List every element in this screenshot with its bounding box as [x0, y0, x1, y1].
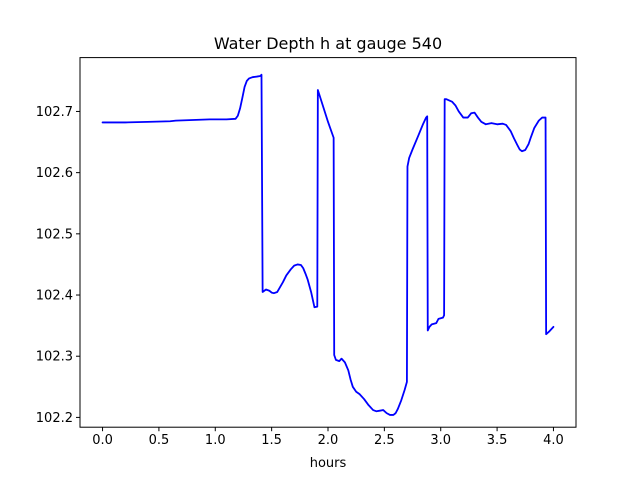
- x-tick-label: 3.5: [487, 433, 508, 448]
- x-tick-label: 0.5: [149, 433, 170, 448]
- y-tick-label: 102.5: [36, 227, 73, 242]
- plot-area-frame: [79, 57, 577, 428]
- y-tick-label: 102.7: [36, 105, 73, 120]
- y-axis-ticks: 102.2 102.3 102.4 102.5 102.6 102.7: [36, 105, 80, 426]
- x-tick-label: 0.0: [92, 433, 113, 448]
- x-tick-label: 2.5: [374, 433, 395, 448]
- x-tick-label: 1.5: [261, 433, 282, 448]
- y-tick-label: 102.3: [36, 350, 73, 365]
- x-tick-label: 3.0: [430, 433, 451, 448]
- y-tick-label: 102.2: [36, 411, 73, 426]
- series-line-water-depth: [101, 73, 555, 416]
- chart-title: Water Depth h at gauge 540: [214, 34, 442, 53]
- x-tick-label: 4.0: [543, 433, 564, 448]
- x-axis-ticks: 0.0 0.5 1.0 1.5 2.0 2.5 3.0 3.5 4.0: [92, 427, 564, 448]
- x-tick-label: 1.0: [205, 433, 226, 448]
- x-axis-label: hours: [310, 456, 347, 471]
- y-tick-label: 102.4: [36, 289, 73, 304]
- y-tick-label: 102.6: [36, 166, 73, 181]
- x-tick-label: 2.0: [318, 433, 339, 448]
